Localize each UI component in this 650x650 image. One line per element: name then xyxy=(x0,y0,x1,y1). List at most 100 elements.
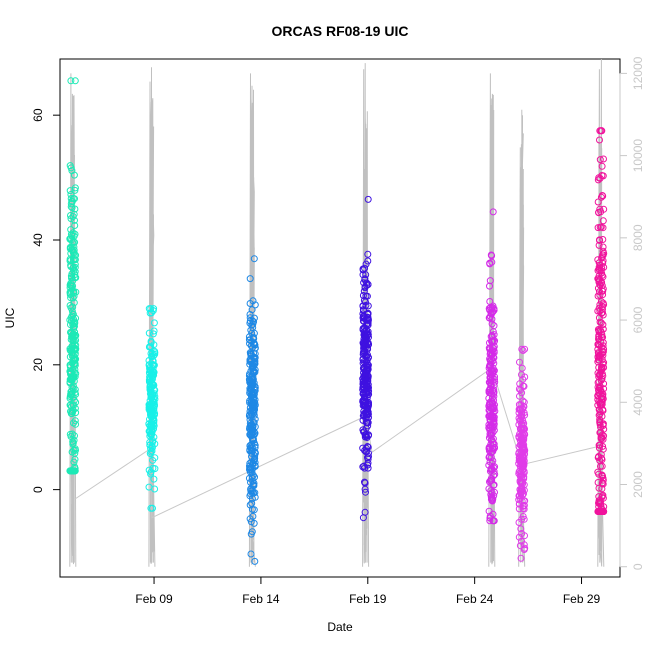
data-point xyxy=(597,223,605,231)
data-point xyxy=(150,319,158,327)
y-axis-right: 0 2000 4000 6000 8000 10000 12000 xyxy=(619,56,645,570)
data-point xyxy=(68,307,76,315)
data-point xyxy=(488,497,496,505)
data-point xyxy=(516,436,524,444)
data-point xyxy=(249,471,257,479)
data-point xyxy=(147,384,155,392)
data-point xyxy=(67,230,75,238)
data-point xyxy=(70,373,78,381)
data-point xyxy=(69,439,77,447)
data-point xyxy=(68,312,76,320)
data-point xyxy=(520,501,528,509)
data-point xyxy=(363,365,371,373)
data-point xyxy=(66,290,74,297)
data-point xyxy=(485,453,493,461)
data-point xyxy=(246,501,254,509)
data-point xyxy=(595,209,603,217)
data-point xyxy=(67,407,74,415)
data-point xyxy=(517,468,525,476)
points-layer xyxy=(66,77,608,565)
data-point xyxy=(68,317,75,325)
x-tick-label: Feb 19 xyxy=(349,592,387,606)
data-point xyxy=(598,254,606,262)
data-point xyxy=(598,508,606,515)
data-point xyxy=(69,246,77,254)
data-point xyxy=(72,446,79,454)
data-point xyxy=(250,340,258,348)
data-point xyxy=(150,305,158,313)
data-point xyxy=(598,471,606,479)
data-point xyxy=(520,490,527,498)
data-point xyxy=(596,236,604,244)
data-point xyxy=(488,320,496,328)
data-point xyxy=(519,513,527,520)
data-point xyxy=(594,292,602,300)
data-point xyxy=(67,195,75,202)
data-point xyxy=(598,264,606,272)
data-point xyxy=(364,432,372,440)
data-point xyxy=(72,251,80,259)
data-point xyxy=(147,350,155,357)
data-point xyxy=(251,301,259,309)
data-point xyxy=(600,205,608,213)
data-point xyxy=(517,525,525,533)
data-point xyxy=(67,77,75,85)
data-point xyxy=(246,311,254,318)
data-point xyxy=(490,344,498,352)
data-point xyxy=(67,346,75,354)
data-point xyxy=(364,320,372,328)
data-point xyxy=(596,156,604,164)
data-point xyxy=(151,440,159,448)
data-point xyxy=(149,330,157,338)
data-point xyxy=(594,224,602,232)
data-point xyxy=(519,375,527,383)
y2-tick-label: 6000 xyxy=(631,306,645,333)
data-point xyxy=(246,464,254,472)
data-point xyxy=(596,419,604,427)
x-axis: Feb 09 Feb 14 Feb 19 Feb 24 Feb 29 xyxy=(135,576,601,606)
data-point xyxy=(362,342,370,349)
data-point xyxy=(487,310,495,318)
data-point xyxy=(596,441,604,449)
data-point xyxy=(597,386,605,394)
data-point xyxy=(516,358,523,366)
data-point xyxy=(595,335,603,343)
data-point xyxy=(71,356,79,364)
data-point xyxy=(359,378,367,386)
flight-series xyxy=(359,195,373,522)
data-point xyxy=(489,439,497,446)
data-point xyxy=(516,542,524,550)
data-point xyxy=(72,274,80,282)
data-point xyxy=(68,387,76,395)
data-point xyxy=(70,171,78,179)
data-point xyxy=(518,345,526,353)
data-point xyxy=(68,270,76,278)
data-point xyxy=(598,162,606,170)
data-point xyxy=(70,360,78,368)
data-point xyxy=(249,436,256,444)
data-point xyxy=(364,422,372,430)
data-point xyxy=(595,398,603,406)
data-point xyxy=(517,554,525,562)
data-point xyxy=(599,247,607,255)
data-point xyxy=(151,402,158,410)
data-point xyxy=(67,235,75,243)
data-point xyxy=(486,314,494,322)
data-point xyxy=(516,478,524,486)
data-point xyxy=(489,208,497,216)
y2-tick-label: 10000 xyxy=(631,139,645,173)
data-point xyxy=(486,374,494,382)
data-point xyxy=(71,449,79,457)
data-point xyxy=(68,246,76,254)
data-point xyxy=(145,329,153,337)
data-point xyxy=(71,271,79,279)
data-point xyxy=(362,369,370,377)
chart-title: ORCAS RF08-19 UIC xyxy=(272,23,409,39)
data-point xyxy=(360,386,368,394)
data-point xyxy=(518,364,526,372)
data-point xyxy=(359,463,367,471)
data-point xyxy=(248,489,256,497)
data-point xyxy=(249,297,257,305)
data-point xyxy=(68,342,76,350)
data-point xyxy=(595,493,603,501)
